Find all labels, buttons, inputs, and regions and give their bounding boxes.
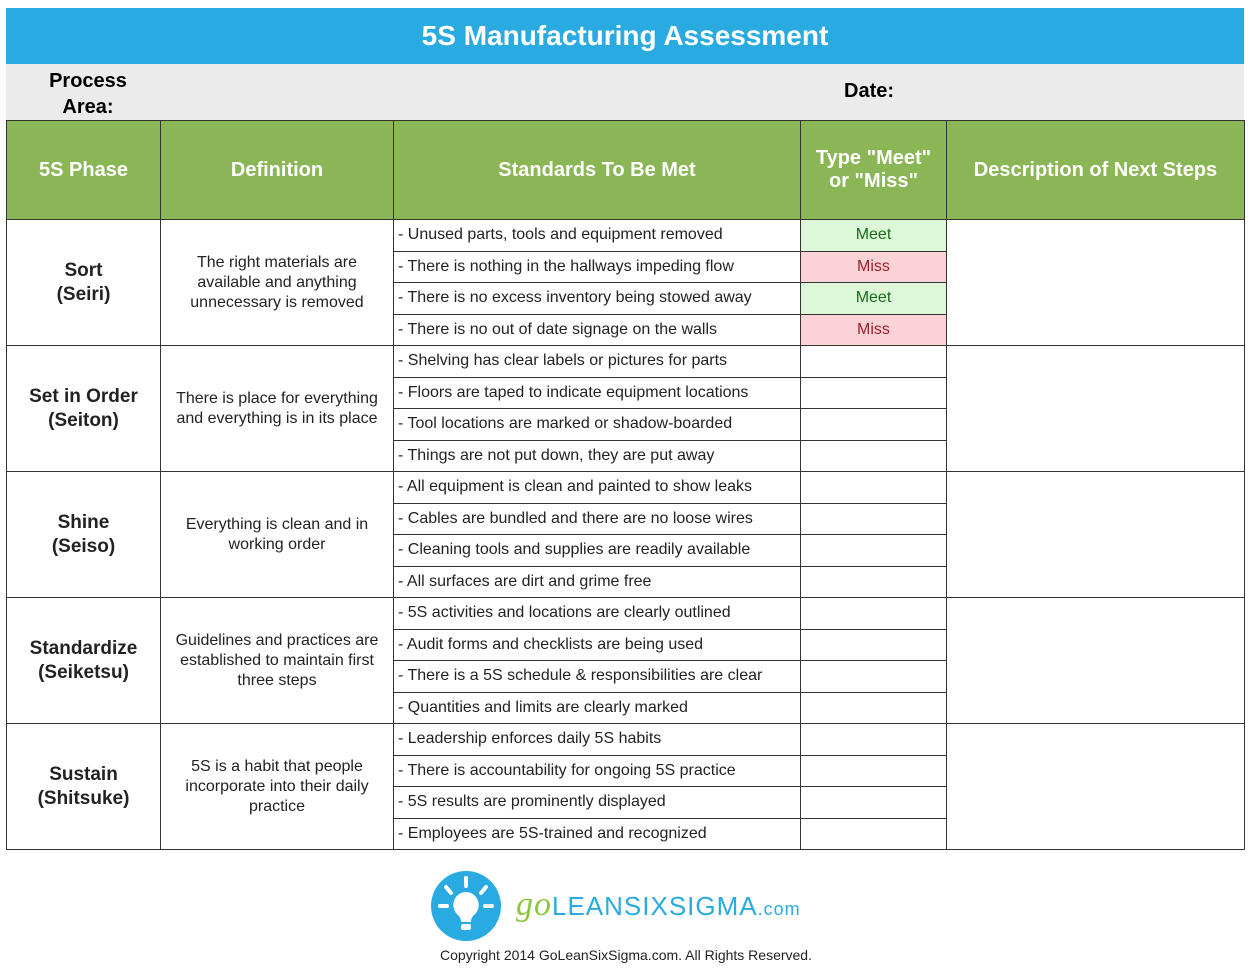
phase-japanese: (Seiso) [51,535,116,557]
table-row: - All surfaces are dirt and grime free [7,565,1245,598]
phase-cell: Standardize (Seiketsu) [6,597,161,724]
standard-cell: - Floors are taped to indicate equipment… [393,376,801,409]
result-cell[interactable]: Meet [800,219,947,252]
table-row: - Cleaning tools and supplies are readil… [7,534,1245,567]
result-cell[interactable] [800,754,947,787]
definition-cell: Everything is clean and in working order [160,471,394,598]
logo: goLEANSIXSIGMA.com [430,870,850,942]
result-cell[interactable]: Meet [800,282,947,315]
standard-cell: - 5S activities and locations are clearl… [393,597,801,630]
lightbulb-icon [431,871,501,941]
result-cell[interactable] [800,439,947,472]
table-row: Set in Order (Seiton) There is place for e… [6,345,1245,472]
standard-cell: - There is no excess inventory being sto… [393,282,801,315]
copyright: Copyright 2014 GoLeanSixSigma.com. All R… [440,947,812,963]
result-cell[interactable] [800,345,947,378]
date-label: Date: [844,80,895,102]
table-row: - There is nothing in the hallways imped… [7,250,1245,283]
result-cell[interactable] [800,691,947,724]
phase-name: Set in Order [29,385,138,407]
result-cell[interactable] [800,786,947,819]
next-steps-cell[interactable] [946,723,1245,850]
table-row: - Tool locations are marked or shadow-bo… [7,408,1245,441]
phase-name: Standardize [29,637,138,659]
table-row: - 5S results are prominently displayed [7,786,1245,819]
standard-cell: - Quantities and limits are clearly mark… [393,691,801,724]
table-row: - There is a 5S schedule & responsibilit… [7,660,1245,693]
table-row: Sort (Seiri) The right materials are avail… [6,219,1245,346]
result-cell[interactable] [800,660,947,693]
column-header: Type "Meet" or "Miss" [800,120,947,220]
table-row: Shine (Seiso) Everything is clean and in w… [6,471,1245,598]
assessment-table: 5S Phase Definition Standards To Be Met Typ… [6,120,1245,850]
phase-name: Shine [57,511,110,533]
result-cell[interactable] [800,628,947,661]
standard-cell: - There is no out of date signage on the… [393,313,801,346]
standard-cell: - All surfaces are dirt and grime free [393,565,801,598]
result-cell[interactable] [800,597,947,630]
column-header: 5S Phase [6,120,161,220]
process-area-label: Process Area: [49,70,127,118]
result-cell[interactable]: Miss [800,313,947,346]
phase-cell: Set in Order (Seiton) [6,345,161,472]
table-row: - There is no excess inventory being sto… [7,282,1245,315]
standard-cell: - Leadership enforces daily 5S habits [393,723,801,756]
standard-cell: - Audit forms and checklists are being u… [393,628,801,661]
column-header: Description of Next Steps [946,120,1245,220]
result-cell[interactable] [800,723,947,756]
table-row: - Quantities and limits are clearly mark… [7,691,1245,724]
page-title: 5S Manufacturing Assessment [6,8,1244,64]
table-row: Sustain (Shitsuke) 5S is a habit that peop… [6,723,1245,850]
table-row: - There is no out of date signage on the… [7,313,1245,346]
phase-japanese: (Seiri) [56,283,111,305]
phase-cell: Shine (Seiso) [6,471,161,598]
result-cell[interactable] [800,471,947,504]
table-row: - There is accountability for ongoing 5S… [7,754,1245,787]
next-steps-cell[interactable] [946,345,1245,472]
phase-name: Sustain [49,763,118,785]
phase-japanese: (Shitsuke) [37,787,130,809]
result-cell[interactable] [800,408,947,441]
phase-japanese: (Seiton) [48,409,119,431]
result-cell[interactable] [800,502,947,535]
table-row: - Employees are 5S-trained and recognize… [7,817,1245,850]
standard-cell: - Employees are 5S-trained and recognize… [393,817,801,850]
brand-wordmark: goLEANSIXSIGMA.com [516,886,801,923]
result-cell[interactable] [800,534,947,567]
standard-cell: - There is nothing in the hallways imped… [393,250,801,283]
next-steps-cell[interactable] [946,597,1245,724]
table-row: - Audit forms and checklists are being u… [7,628,1245,661]
definition-cell: Guidelines and practices are established… [160,597,394,724]
standard-cell: - Unused parts, tools and equipment remo… [393,219,801,252]
standard-cell: - Cables are bundled and there are no lo… [393,502,801,535]
standard-cell: - There is accountability for ongoing 5S… [393,754,801,787]
result-cell[interactable] [800,565,947,598]
column-header: Definition [160,120,394,220]
standard-cell: - There is a 5S schedule & responsibilit… [393,660,801,693]
standard-cell: - Things are not put down, they are put … [393,439,801,472]
standard-cell: - 5S results are prominently displayed [393,786,801,819]
result-cell[interactable]: Miss [800,250,947,283]
info-row: Process Area: Date: [6,64,1244,120]
phase-cell: Sustain (Shitsuke) [6,723,161,850]
standard-cell: - All equipment is clean and painted to … [393,471,801,504]
phase-name: Sort [64,259,103,281]
table-row: Standardize (Seiketsu) Guidelines and prac… [6,597,1245,724]
standard-cell: - Cleaning tools and supplies are readil… [393,534,801,567]
definition-cell: There is place for everything and everyt… [160,345,394,472]
result-cell[interactable] [800,817,947,850]
phase-japanese: (Seiketsu) [38,661,129,683]
next-steps-cell[interactable] [946,219,1245,346]
phase-cell: Sort (Seiri) [6,219,161,346]
definition-cell: The right materials are available and an… [160,219,394,346]
next-steps-cell[interactable] [946,471,1245,598]
result-cell[interactable] [800,376,947,409]
table-row: - Things are not put down, they are put … [7,439,1245,472]
standard-cell: - Tool locations are marked or shadow-bo… [393,408,801,441]
definition-cell: 5S is a habit that people incorporate in… [160,723,394,850]
column-header: Standards To Be Met [393,120,801,220]
standard-cell: - Shelving has clear labels or pictures … [393,345,801,378]
